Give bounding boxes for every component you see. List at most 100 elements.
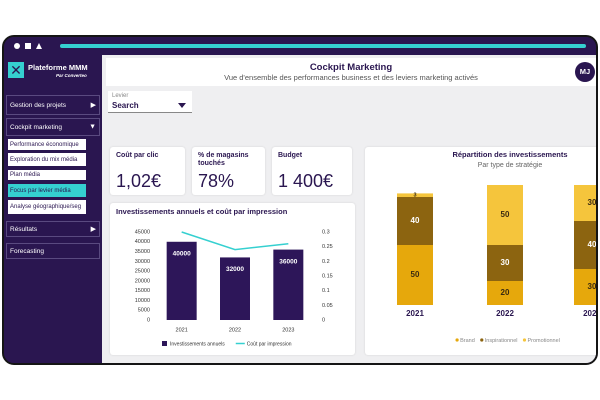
bar-segment [487,185,523,245]
submenu-item[interactable]: Analyse géographique/seg [7,199,87,215]
x-tick-label: 2023 [282,327,294,333]
bar-segment [574,221,596,269]
y-tick-label: 25000 [135,269,150,275]
segment-label: 30 [588,198,597,207]
legend: Brand Inspirationnel Promotionnel [455,338,560,344]
address-bar[interactable] [60,44,586,48]
header: Cockpit Marketing Vue d'ensemble des per… [106,58,596,86]
y2-tick-label: 0.2 [322,259,330,265]
bar [273,249,304,320]
sidebar: ✕ Plateforme MMM Par Converteo Gestion d… [4,55,102,363]
segment-label: 30 [588,282,597,291]
legend-swatch [162,341,167,346]
chart-card: Répartition des investissements Par type … [365,147,598,355]
bar-segment [574,185,596,221]
legend-label: Coût par impression [247,341,292,347]
brand-name: Plateforme MMM [28,63,88,72]
menu-item[interactable]: Résultats ▶ [6,221,100,237]
kpi-card: Budget 1 400€ [272,147,352,195]
x-tick-label: 2021 [406,309,424,318]
kpi-value: 1,02€ [116,171,162,191]
y2-tick-label: 0.15 [322,273,333,279]
legend-swatch [522,338,527,342]
y-tick-label: 5000 [138,308,150,314]
chart-title: Répartition des investissements [452,150,567,159]
segment-label: 50 [411,270,420,279]
dropdown-arrow [178,103,186,108]
window-triangle[interactable] [36,43,42,49]
menu-arrow: ▼ [89,123,96,131]
y-tick-label: 20000 [135,278,150,284]
bar-segment [397,193,433,197]
bar-segment [397,197,433,245]
page-title: Cockpit Marketing [309,62,393,73]
legend-label: Investissements annuels [170,341,225,347]
bar-value-label: 40000 [173,250,191,257]
bar-value-label: 36000 [279,258,297,265]
submenu-item[interactable]: Focus par levier média [7,183,87,198]
x-tick-label: 2022 [496,309,514,318]
top-bar [4,37,596,55]
app-window: ✕ Plateforme MMM Par Converteo Gestion d… [2,35,598,365]
segment-label: 3 [413,193,416,199]
bar [166,241,197,320]
submenu-item[interactable]: Performance économique [7,138,87,151]
kpi-label: % de magasins touchés [198,152,249,167]
kpi-label: Coût par clic [116,152,159,159]
kpi-card: % de magasins touchés 78% [192,147,265,195]
chart-card: Investissements annuels et coût par impr… [110,203,355,355]
x-tick-label: 2023 [583,309,598,318]
y-tick-label: 10000 [135,298,150,304]
y-tick-label: 45000 [135,229,150,235]
bar-segment [487,245,523,281]
user-avatar[interactable]: MJ [575,62,595,82]
y-tick-label: 40000 [135,239,150,245]
chart: Investissements annuels et coût par impr… [116,207,333,347]
y2-tick-label: 0.3 [322,229,330,235]
legend-label: Brand [460,338,475,344]
y-tick-label: 35000 [135,249,150,255]
y2-tick-label: 0.25 [322,244,333,250]
filter-dropdown[interactable]: Levier Search [108,91,192,113]
y-tick-label: 30000 [135,259,150,265]
bar-segment [397,245,433,305]
x-tick-label: 2021 [176,327,188,333]
submenu-item[interactable]: Exploration du mix média [7,152,87,167]
submenu-item[interactable]: Plan média [7,169,87,181]
brand-tagline: Par Converteo [56,73,87,78]
line-series [181,231,289,251]
segment-label: 30 [501,258,510,267]
menu-arrow: ▶ [90,226,96,233]
y2-tick-label: 0 [322,317,325,323]
kpi-value: 78% [198,171,235,191]
y-tick-label: 15000 [135,288,150,294]
y2-tick-label: 0.1 [322,288,330,294]
segment-label: 40 [411,216,420,225]
kpi-value: 1 400€ [278,171,334,191]
menu-item[interactable]: Cockpit marketing ▼ [6,118,100,136]
chart-title: Investissements annuels et coût par impr… [116,207,288,216]
legend-label: Promotionnel [527,338,559,344]
menu-item[interactable]: Forecasting [6,243,100,259]
menu-arrow: ▶ [90,102,96,109]
menu-label: Gestion des projets [10,101,67,109]
kpi-card: Coût par clic 1,02€ [110,147,185,195]
segment-label: 50 [501,210,510,219]
y2-tick-label: 0.05 [322,303,333,309]
bar-segment [574,269,596,305]
menu-label: Cockpit marketing [10,123,63,131]
bar [220,257,250,320]
bar-segment [487,281,523,305]
legend-label: Inspirationnel [485,338,518,344]
window-square[interactable] [25,43,31,49]
window-dot[interactable] [14,43,20,49]
y-tick-label: 0 [147,317,150,323]
segment-label: 20 [501,288,510,297]
kpi-label: Budget [278,152,303,159]
legend-swatch [455,338,459,342]
x-tick-label: 2022 [229,327,241,333]
menu-item[interactable]: Gestion des projets ▶ [6,95,100,115]
page-subtitle: Vue d'ensemble des performances business… [224,73,478,82]
main-content: Cockpit Marketing Vue d'ensemble des per… [102,55,598,363]
